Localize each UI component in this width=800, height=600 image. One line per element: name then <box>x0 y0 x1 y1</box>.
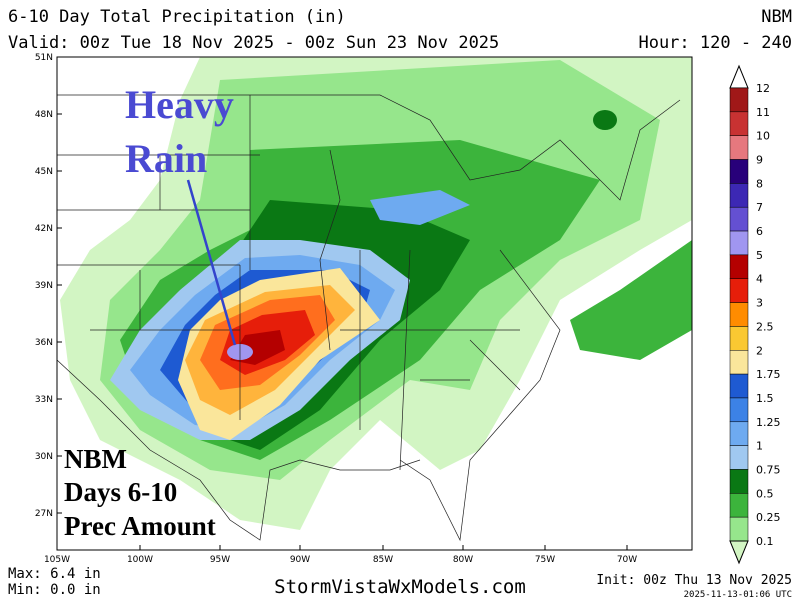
legend-label: 5 <box>756 249 763 262</box>
map: Heavy Rain NBM Days 6-10 Prec Amount <box>56 56 693 551</box>
annotation-arrow <box>186 179 237 346</box>
legend-swatch <box>729 230 749 256</box>
legend-swatch <box>729 493 749 518</box>
legend-label: 1.5 <box>756 392 774 405</box>
min-value: Min: 0.0 in <box>8 582 101 598</box>
timestamp: 2025-11-13-01:06 UTC <box>684 590 792 600</box>
lat-label: 36N <box>35 338 53 348</box>
valid-range: Valid: 00z Tue 18 Nov 2025 - 00z Sun 23 … <box>8 33 499 53</box>
legend-label: 1 <box>756 440 763 453</box>
source: NBM <box>761 7 792 27</box>
boundaries <box>57 94 681 542</box>
lat-label: 42N <box>35 224 53 234</box>
annotation-text: Rain <box>125 136 207 181</box>
init-time: Init: 00z Thu 13 Nov 2025 <box>596 573 792 588</box>
legend-label: 0.75 <box>756 463 781 476</box>
legend-swatch <box>729 350 749 375</box>
legend-label: 6 <box>756 225 763 238</box>
lon-label: 75W <box>535 555 555 565</box>
lat-label: 27N <box>35 509 53 519</box>
legend-swatch <box>729 326 749 351</box>
lat-label: 45N <box>35 167 53 177</box>
lat-label: 30N <box>35 452 53 462</box>
legend-swatch <box>729 516 749 542</box>
legend-cap <box>729 64 749 89</box>
max-value: Max: 6.4 in <box>8 566 101 582</box>
lon-label: 80W <box>453 555 473 565</box>
legend-swatch <box>729 87 749 113</box>
legend-cap <box>729 540 749 565</box>
legend-swatch <box>729 206 749 232</box>
legend-swatch <box>729 183 749 208</box>
title: 6-10 Day Total Precipitation (in) <box>8 7 346 27</box>
legend-label: 12 <box>756 82 770 95</box>
lat-label: 51N <box>35 53 53 63</box>
hour-range: Hour: 120 - 240 <box>638 33 792 53</box>
lon-label: 90W <box>290 555 310 565</box>
legend-label: 2 <box>756 344 763 357</box>
legend-label: 8 <box>756 177 763 190</box>
legend-swatch <box>729 397 749 423</box>
annotation-text: Days 6-10 <box>64 477 177 507</box>
legend-label: 7 <box>756 201 763 214</box>
lon-label: 85W <box>373 555 393 565</box>
legend-swatch <box>729 159 749 184</box>
site: StormVistaWxModels.com <box>274 576 526 598</box>
legend-swatch <box>729 445 749 470</box>
legend-label: 1.25 <box>756 416 781 429</box>
legend-swatch <box>729 302 749 327</box>
legend-label: 1.75 <box>756 368 781 381</box>
legend-swatch <box>729 469 749 494</box>
annotation-text: Prec Amount <box>64 511 216 541</box>
lon-label: 95W <box>210 555 230 565</box>
lon-label: 100W <box>127 555 153 565</box>
legend-label: 3 <box>756 297 763 310</box>
legend-swatch <box>729 421 749 446</box>
lon-label: 70W <box>617 555 637 565</box>
legend-label: 9 <box>756 154 763 167</box>
legend-label: 4 <box>756 273 763 286</box>
lat-label: 48N <box>35 110 53 120</box>
lat-label: 39N <box>35 281 53 291</box>
legend-label: 2.5 <box>756 320 774 333</box>
lat-label: 33N <box>35 395 53 405</box>
legend-label: 0.5 <box>756 487 774 500</box>
lon-label: 105W <box>44 555 70 565</box>
annotation-text: NBM <box>64 444 127 474</box>
legend-label: 10 <box>756 130 770 143</box>
annotation-text: Heavy <box>125 82 234 127</box>
legend-swatch <box>729 373 749 399</box>
legend-swatch <box>729 111 749 136</box>
legend-swatch <box>729 135 749 160</box>
legend-label: 11 <box>756 106 770 119</box>
map-frame <box>56 56 693 551</box>
legend-label: 0.25 <box>756 511 781 524</box>
legend-label: 0.1 <box>756 535 774 548</box>
legend-swatch <box>729 254 749 279</box>
legend-swatch <box>729 278 749 303</box>
